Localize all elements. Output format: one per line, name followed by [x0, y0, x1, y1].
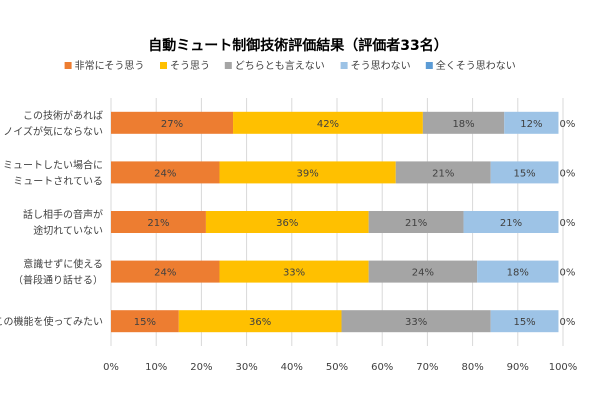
- data-label: 33%: [405, 317, 427, 328]
- x-axis-tick-labels: 0% 10% 20% 30% 40% 50% 60% 70% 80% 90% 100%: [103, 362, 577, 373]
- data-label: 24%: [412, 268, 434, 279]
- x-tick-label: 50%: [326, 362, 348, 373]
- x-tick-label: 40%: [281, 362, 303, 373]
- x-tick-label: 90%: [507, 362, 529, 373]
- category-label: ノイズが気にならない: [3, 125, 103, 138]
- data-label: 21%: [405, 218, 427, 229]
- data-label: 42%: [317, 119, 339, 130]
- x-tick-label: 0%: [103, 362, 119, 373]
- x-tick-label: 80%: [461, 362, 483, 373]
- data-label: 15%: [134, 317, 156, 328]
- data-label: 0%: [560, 168, 576, 179]
- x-tick-label: 20%: [190, 362, 212, 373]
- data-label: 33%: [283, 268, 305, 279]
- data-label: 27%: [161, 119, 183, 130]
- category-label: （普段通り話せる）: [13, 274, 103, 287]
- legend-label: 全くそう思わない: [436, 59, 516, 72]
- chart-title: 自動ミュート制御技術評価結果（評価者33名）: [148, 37, 447, 54]
- data-label: 12%: [520, 119, 542, 130]
- category-labels: この技術があればノイズが気にならないミュートしたい場合にミュートされている話し相…: [0, 109, 103, 328]
- data-label: 0%: [560, 218, 576, 229]
- data-label: 36%: [249, 317, 271, 328]
- x-tick-label: 30%: [235, 362, 257, 373]
- x-tick-label: 70%: [416, 362, 438, 373]
- x-tick-label: 10%: [145, 362, 167, 373]
- data-label: 21%: [147, 218, 169, 229]
- legend-swatch: [426, 62, 433, 69]
- data-label: 21%: [432, 168, 454, 179]
- x-tick-label: 100%: [549, 362, 578, 373]
- legend-label: そう思わない: [351, 60, 411, 72]
- data-label: 36%: [276, 218, 298, 229]
- data-label: 39%: [297, 168, 319, 179]
- category-label: この技術があれば: [23, 109, 103, 122]
- legend-label: 非常にそう思う: [75, 59, 145, 72]
- data-label: 0%: [560, 317, 576, 328]
- category-label: この機能を使ってみたい: [0, 315, 103, 328]
- legend-swatch: [160, 62, 167, 69]
- category-label: ミュートしたい場合に: [3, 158, 103, 171]
- bars: 27% 42% 18% 12% 0% 24% 39% 21% 15% 0% 21% 36% 21% 21%…: [111, 112, 575, 332]
- data-label: 15%: [513, 168, 535, 179]
- legend-label: どちらとも言えない: [235, 59, 325, 72]
- data-label: 18%: [507, 268, 529, 279]
- data-label: 18%: [452, 119, 474, 130]
- data-label: 0%: [560, 119, 576, 130]
- legend-label: そう思う: [170, 60, 210, 72]
- legend-swatch: [65, 62, 72, 69]
- data-label: 15%: [513, 317, 535, 328]
- data-label: 0%: [560, 268, 576, 279]
- legend: 非常にそう思う そう思う どちらとも言えない そう思わない 全くそう思わない: [65, 59, 516, 72]
- data-label: 24%: [154, 168, 176, 179]
- data-label: 21%: [500, 218, 522, 229]
- category-label: 意識せずに使える: [23, 258, 103, 271]
- data-label: 24%: [154, 268, 176, 279]
- category-label: 途切れていない: [33, 224, 103, 237]
- category-label: ミュートされている: [13, 175, 103, 187]
- legend-swatch: [225, 62, 232, 69]
- legend-swatch: [341, 62, 348, 69]
- x-tick-label: 60%: [371, 362, 393, 373]
- category-label: 話し相手の音声が: [23, 208, 103, 221]
